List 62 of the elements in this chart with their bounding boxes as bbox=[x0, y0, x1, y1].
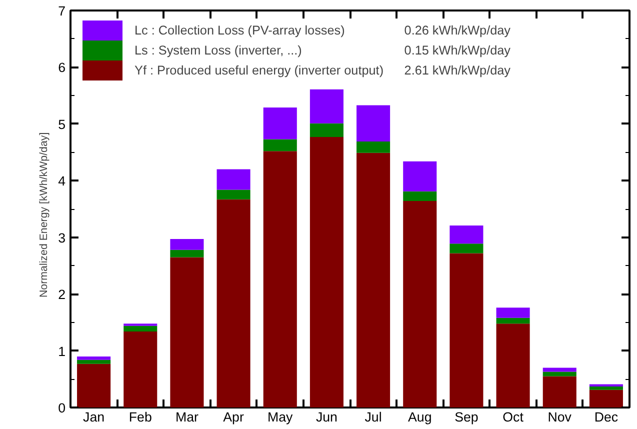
bar bbox=[310, 123, 344, 137]
bar bbox=[356, 152, 390, 408]
y-axis-title: Normalized Energy [kWh/kWp/day] bbox=[38, 132, 50, 298]
bar bbox=[403, 161, 437, 192]
bar bbox=[450, 244, 484, 254]
bar bbox=[77, 364, 111, 408]
bar bbox=[589, 384, 623, 387]
x-tick-label: Aug bbox=[408, 410, 432, 424]
bar bbox=[77, 360, 111, 364]
bar bbox=[124, 326, 158, 332]
bar bbox=[589, 386, 623, 390]
x-tick-label: Jan bbox=[83, 410, 105, 424]
x-tick-label: Dec bbox=[594, 410, 618, 424]
bar bbox=[310, 136, 344, 408]
x-tick-label: Jun bbox=[316, 410, 338, 424]
bar bbox=[403, 191, 437, 202]
bar bbox=[77, 356, 111, 360]
bar bbox=[450, 225, 484, 244]
bar bbox=[542, 372, 576, 376]
bar bbox=[356, 105, 390, 142]
x-tick-label: Sep bbox=[454, 410, 478, 424]
bar bbox=[263, 151, 297, 408]
x-tick-label: Nov bbox=[548, 410, 572, 424]
x-tick-label: May bbox=[268, 410, 294, 424]
bar bbox=[589, 390, 623, 408]
x-tick-label: Mar bbox=[175, 410, 199, 424]
legend-label: Ls : System Loss (inverter, ...) bbox=[134, 44, 302, 58]
x-tick-label: Apr bbox=[223, 410, 244, 424]
bar bbox=[170, 239, 204, 250]
y-tick-label: 5 bbox=[58, 116, 66, 132]
x-tick-label: Feb bbox=[128, 410, 152, 424]
x-tick-label: Jul bbox=[364, 410, 382, 424]
bar bbox=[170, 257, 204, 408]
y-tick-label: 6 bbox=[58, 60, 66, 76]
bar bbox=[124, 332, 158, 408]
bar bbox=[216, 190, 250, 200]
bar bbox=[263, 107, 297, 140]
bar bbox=[216, 169, 250, 190]
y-tick-label: 2 bbox=[58, 287, 66, 302]
legend-label: Lc : Collection Loss (PV-array losses) bbox=[134, 24, 345, 38]
y-tick-label: 1 bbox=[58, 344, 66, 359]
annotation: 0.26 kWh/kWp/day bbox=[404, 24, 512, 38]
y-tick-label: 4 bbox=[58, 174, 66, 189]
bar bbox=[356, 142, 390, 153]
bar bbox=[496, 324, 530, 408]
bar bbox=[403, 201, 437, 408]
y-tick-label: 0 bbox=[58, 400, 66, 416]
x-tick-label: Oct bbox=[502, 410, 524, 424]
bar bbox=[542, 368, 576, 372]
bar bbox=[496, 308, 530, 318]
annotation: 2.61 kWh/kWp/day bbox=[404, 64, 512, 78]
y-tick-label: 3 bbox=[58, 230, 66, 246]
bar bbox=[542, 376, 576, 408]
bar bbox=[170, 250, 204, 258]
annotation: 0.15 kWh/kWp/day bbox=[404, 44, 512, 58]
bar bbox=[216, 199, 250, 408]
bar bbox=[450, 253, 484, 408]
bar bbox=[310, 89, 344, 124]
legend-label: Yf : Produced useful energy (inverter output) bbox=[134, 64, 384, 78]
bar bbox=[496, 318, 530, 324]
y-tick-label: 7 bbox=[58, 4, 66, 18]
bar bbox=[263, 139, 297, 152]
